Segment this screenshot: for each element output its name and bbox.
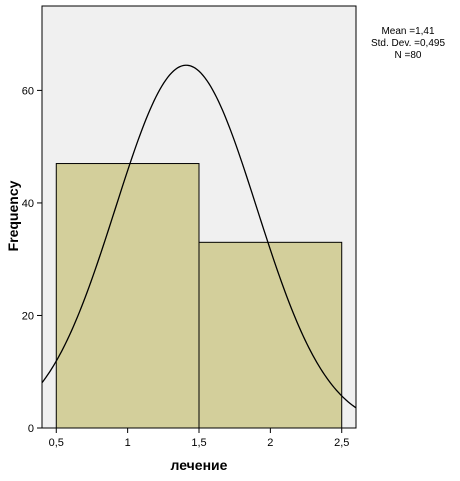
std-dev-stat: Std. Dev. =0,495 <box>370 38 446 49</box>
histogram-bar <box>198 241 343 429</box>
x-tick-label: 2,5 <box>334 437 349 449</box>
n-stat: N =80 <box>394 50 422 61</box>
x-axis-label: лечение <box>171 457 228 473</box>
normal-curve <box>41 64 357 409</box>
y-tick-label: 20 <box>22 310 34 322</box>
y-tick-label: 60 <box>22 85 34 97</box>
x-tick-label: 2 <box>267 437 273 449</box>
y-tick-label: 0 <box>28 423 34 435</box>
statistics-box: Mean =1,41 Std. Dev. =0,495 N =80 <box>358 26 458 62</box>
x-tick-label: 1,5 <box>191 437 206 449</box>
mean-stat: Mean =1,41 <box>381 26 435 37</box>
x-tick-label: 0,5 <box>49 437 64 449</box>
y-axis-label: Frequency <box>5 180 21 251</box>
x-tick-label: 1 <box>125 437 131 449</box>
histogram-bar <box>55 163 200 429</box>
y-tick-label: 40 <box>22 198 34 210</box>
